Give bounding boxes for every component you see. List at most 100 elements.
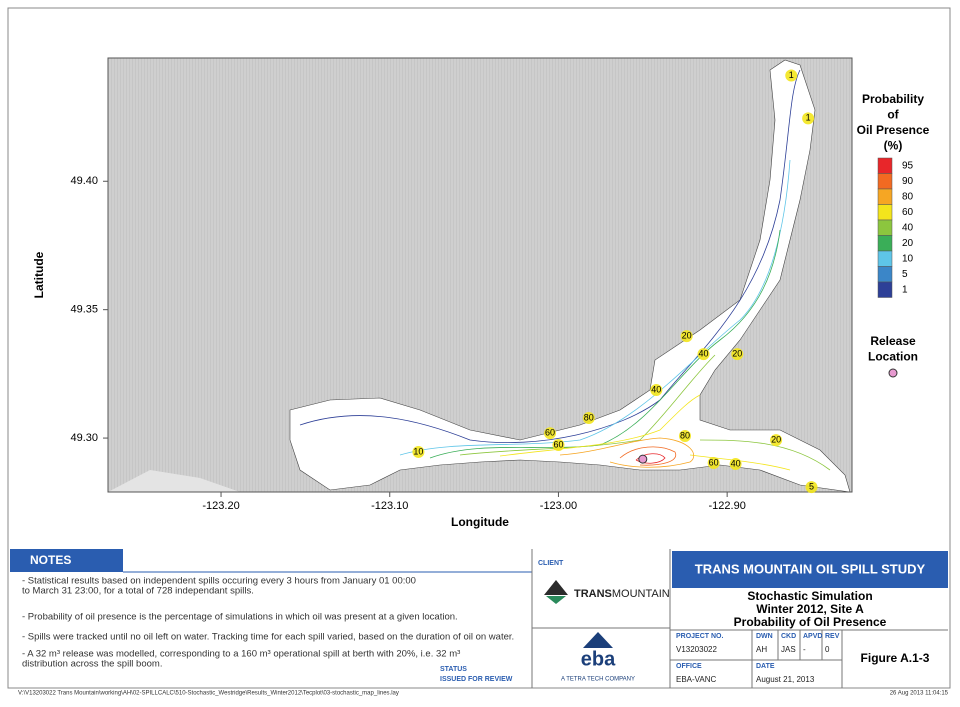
note-line: - A 32 m³ release was modelled, correspo…: [22, 649, 460, 660]
contour-label: 60: [545, 428, 555, 438]
release-point: [638, 454, 648, 464]
release-label: Location: [868, 350, 918, 364]
contour-label: 40: [699, 348, 709, 358]
y-tick-label: 49.30: [70, 432, 98, 444]
field-label: PROJECT NO.: [676, 633, 724, 640]
land-patch: [108, 470, 240, 492]
note-line: - Statistical results based on independe…: [22, 576, 416, 587]
figure-title: Winter 2012, Site A: [756, 602, 864, 616]
legend-label: 1: [902, 285, 908, 296]
x-tick-label: -123.00: [540, 500, 577, 512]
field-label: OFFICE: [676, 663, 702, 670]
water: [289, 59, 851, 492]
contour-label-bg: [552, 439, 565, 452]
release-label: Release: [870, 334, 916, 348]
legend-swatch: [877, 266, 893, 283]
legend-title: (%): [884, 139, 903, 153]
contour-label-bg: [729, 458, 742, 471]
contour-label-bg: [805, 481, 818, 494]
map-area: [108, 58, 852, 492]
contour-label-bg: [697, 348, 710, 361]
x-tick-label: -123.20: [202, 500, 239, 512]
client-logo-part: MOUNTAIN: [612, 588, 670, 600]
legend-title: Probability: [862, 92, 924, 106]
contour-label: 1: [789, 70, 794, 80]
contour-label-bg: [678, 430, 691, 443]
field-value: -: [803, 645, 806, 654]
contour-label-bg: [412, 445, 425, 458]
contour-label-bg: [582, 412, 595, 425]
legend-label: 40: [902, 223, 914, 234]
legend-label: 80: [902, 192, 914, 203]
y-tick-label: 49.35: [70, 304, 98, 316]
status-label: STATUS: [440, 666, 467, 673]
firm-icon: [583, 632, 613, 648]
legend-label: 5: [902, 269, 908, 280]
contour-label: 60: [553, 439, 563, 449]
contour-label-bg: [785, 69, 798, 82]
firm-tagline: A TETRA TECH COMPANY: [561, 677, 635, 683]
legend-swatch: [877, 281, 893, 298]
note-line: distribution across the spill boom.: [22, 659, 162, 670]
map-frame: [107, 57, 853, 493]
field-grid: [670, 629, 948, 688]
legend-label: 90: [902, 176, 914, 187]
legend-label: 95: [902, 161, 914, 172]
field-label: CKD: [781, 633, 796, 640]
field-label: APVD: [803, 633, 822, 640]
contour-label: 40: [651, 384, 661, 394]
legend-swatch: [877, 219, 893, 236]
contour-label: 1: [806, 113, 811, 123]
contour-label: 80: [680, 430, 690, 440]
study-banner: [672, 551, 948, 588]
notes-header: [10, 549, 123, 572]
notes-title: NOTES: [30, 553, 71, 567]
note-line: - Spills were tracked until no oil left …: [22, 632, 514, 643]
contours: [299, 69, 831, 471]
field-label: DATE: [756, 663, 775, 670]
y-tick-label: 49.40: [70, 175, 98, 187]
client-icon: [544, 580, 568, 595]
contour-label: 5: [809, 481, 814, 491]
release-legend-marker: [888, 368, 898, 378]
legend-label: 10: [902, 254, 914, 265]
legend-swatch: [877, 157, 893, 174]
field-value: August 21, 2013: [756, 675, 815, 684]
field-label: DWN: [756, 633, 773, 640]
contour-label: 10: [413, 446, 423, 456]
client-icon: [546, 596, 566, 604]
field-value: JAS: [781, 645, 796, 654]
footer-path: V:\V13203022 Trans Mountain\working\AH\0…: [18, 691, 399, 697]
legend-swatch: [877, 204, 893, 221]
note-line: to March 31 23:00, for a total of 728 in…: [22, 586, 254, 597]
y-axis-label: Latitude: [32, 251, 46, 298]
contour-label: 60: [709, 457, 719, 467]
client-label: CLIENT: [538, 560, 564, 567]
field-label: REV: [825, 633, 840, 640]
contour-label: 20: [732, 348, 742, 358]
figure-title: Probability of Oil Presence: [734, 615, 887, 629]
footer-timestamp: 26 Aug 2013 11:04:15: [890, 691, 949, 697]
x-tick-label: -123.10: [371, 500, 408, 512]
figure-number: Figure A.1-3: [861, 651, 930, 665]
legend-label: 60: [902, 207, 914, 218]
contour-label: 40: [731, 458, 741, 468]
legend-swatch: [877, 250, 893, 267]
field-value: V13203022: [676, 645, 717, 654]
land: [108, 58, 852, 492]
legend-swatch: [877, 235, 893, 252]
legend-label: 20: [902, 238, 914, 249]
contour-label-bg: [770, 434, 783, 447]
figure-title: Stochastic Simulation: [747, 589, 872, 603]
legend-swatch: [877, 173, 893, 190]
contour-label-bg: [544, 427, 557, 440]
contour-label-bg: [650, 384, 663, 397]
status: ISSUED FOR REVIEW: [440, 676, 513, 683]
contour-label: 80: [584, 412, 594, 422]
study-title: TRANS MOUNTAIN OIL SPILL STUDY: [695, 561, 926, 576]
field-value: 0: [825, 645, 830, 654]
contour-label: 20: [682, 330, 692, 340]
note-line: - Probability of oil presence is the per…: [22, 612, 458, 623]
client-logo-part: TRANS: [574, 588, 612, 600]
